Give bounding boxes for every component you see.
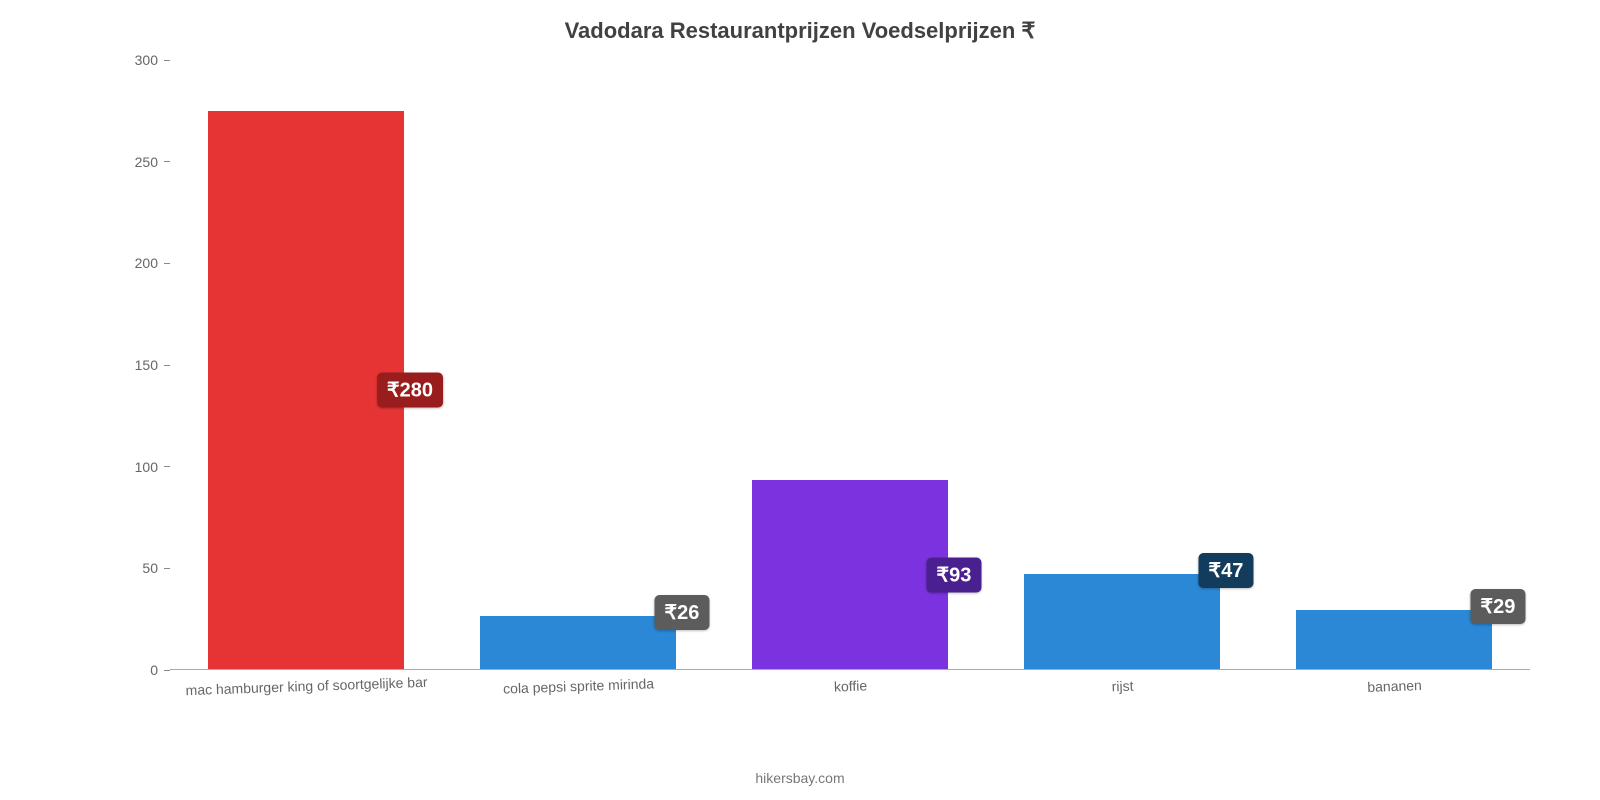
bar-value-badge: ₹29 xyxy=(1470,589,1525,624)
x-axis-label: bananen xyxy=(1258,665,1531,714)
y-tick-label: 0 xyxy=(150,662,164,678)
bar-value-badge: ₹280 xyxy=(377,372,443,407)
chart-title: Vadodara Restaurantprijzen Voedselprijze… xyxy=(0,0,1600,50)
x-axis-label: rijst xyxy=(986,665,1259,714)
chart-area: 0 50 100 150 200 250 300 ₹280 ₹26 ₹93 ₹47 ₹29 mac … xyxy=(120,50,1560,710)
y-tick: 100 xyxy=(120,459,170,475)
bar-value-badge: ₹93 xyxy=(926,557,981,592)
y-tick: 300 xyxy=(120,52,170,68)
bar: ₹93 xyxy=(752,480,948,669)
bar-slot: ₹93 xyxy=(714,60,986,669)
y-tick-label: 250 xyxy=(135,154,164,170)
bar: ₹47 xyxy=(1024,574,1220,669)
bar-slot: ₹26 xyxy=(442,60,714,669)
bar-slot: ₹47 xyxy=(986,60,1258,669)
y-tick: 200 xyxy=(120,255,170,271)
y-tick-label: 200 xyxy=(135,255,164,271)
bar: ₹29 xyxy=(1296,610,1492,669)
x-axis-label: koffie xyxy=(714,665,987,714)
bar-value-badge: ₹47 xyxy=(1198,553,1253,588)
x-axis-label: mac hamburger king of soortgelijke bar xyxy=(170,665,443,714)
y-tick-label: 100 xyxy=(135,459,164,475)
bar-value-badge: ₹26 xyxy=(654,595,709,630)
y-tick-label: 50 xyxy=(142,560,164,576)
y-axis: 050100150200250300 xyxy=(120,60,170,670)
bar-slot: ₹29 xyxy=(1258,60,1530,669)
plot-area: ₹280 ₹26 ₹93 ₹47 ₹29 xyxy=(170,60,1530,670)
y-tick: 0 xyxy=(120,662,170,678)
y-tick: 50 xyxy=(120,560,170,576)
bar: ₹280 xyxy=(208,111,404,669)
bar: ₹26 xyxy=(480,616,676,669)
y-tick: 250 xyxy=(120,154,170,170)
x-axis-labels: mac hamburger king of soortgelijke barco… xyxy=(170,670,1530,710)
y-tick-label: 300 xyxy=(135,52,164,68)
attribution-text: hikersbay.com xyxy=(0,770,1600,786)
bars-container: ₹280 ₹26 ₹93 ₹47 ₹29 xyxy=(170,60,1530,669)
bar-slot: ₹280 xyxy=(170,60,442,669)
y-tick-label: 150 xyxy=(135,357,164,373)
y-tick: 150 xyxy=(120,357,170,373)
x-axis-label: cola pepsi sprite mirinda xyxy=(442,665,715,714)
